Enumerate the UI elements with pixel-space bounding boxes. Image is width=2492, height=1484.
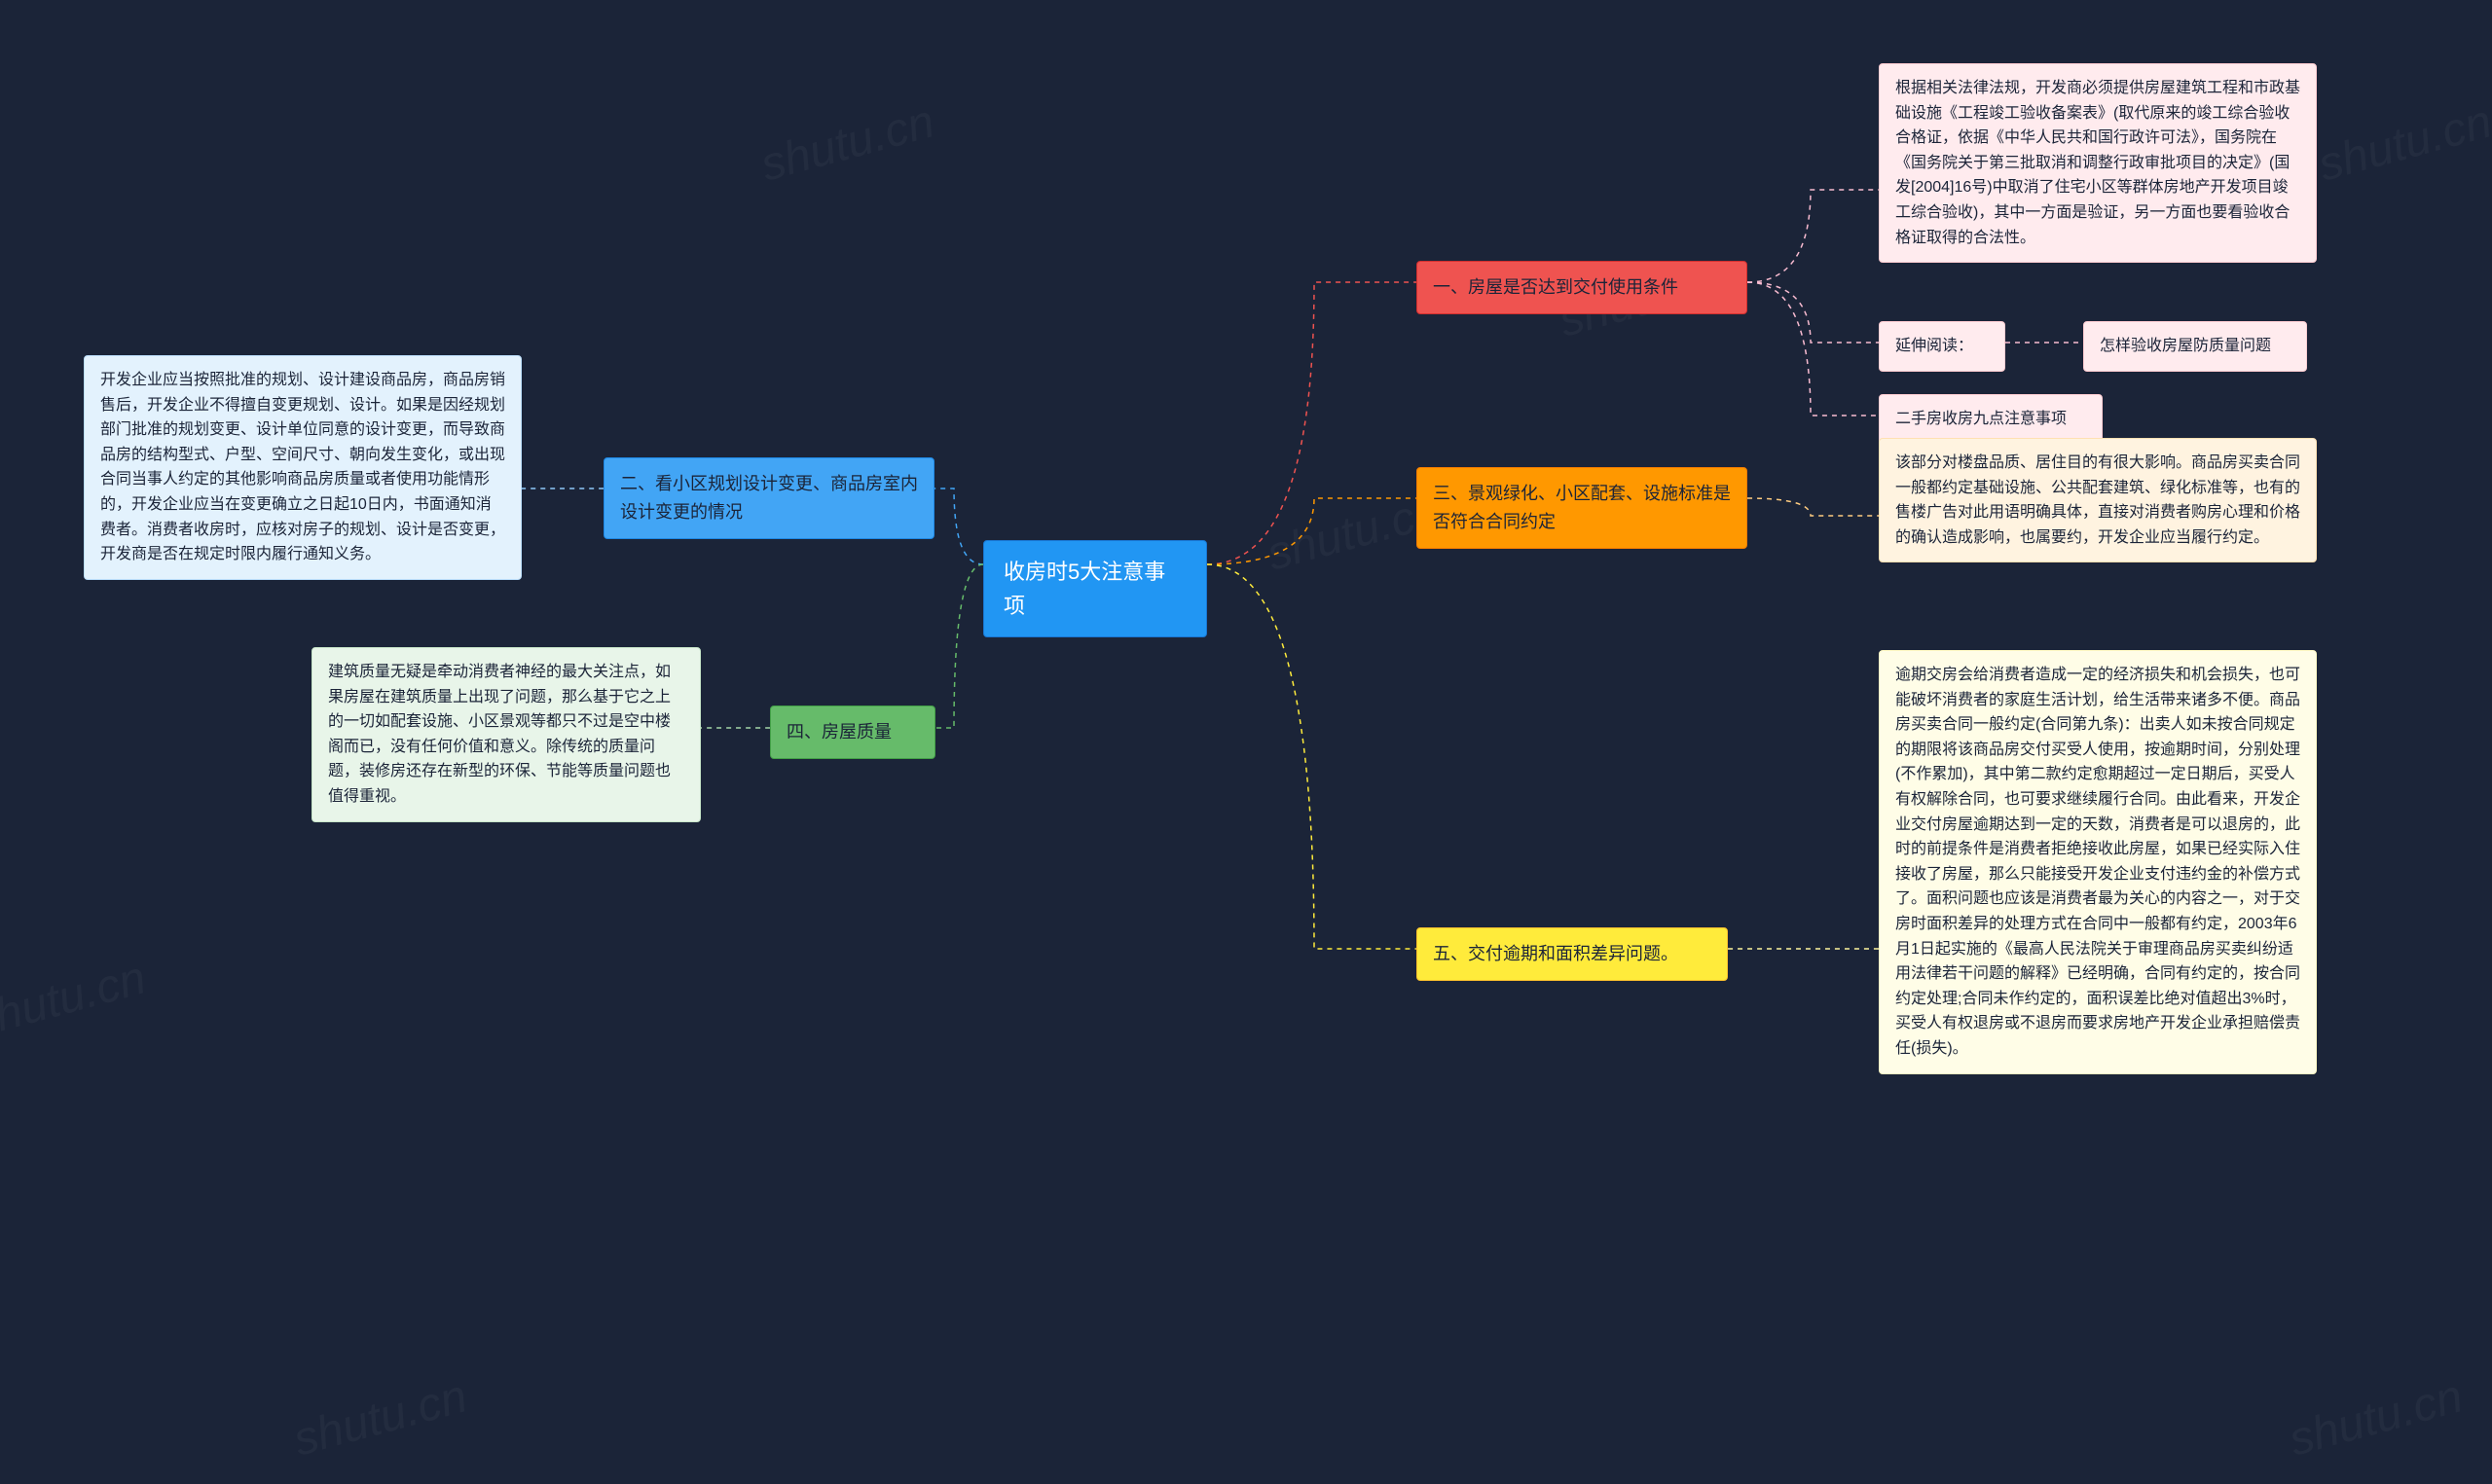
leaf-node-4a[interactable]: 建筑质量无疑是牵动消费者神经的最大关注点，如果房屋在建筑质量上出现了问题，那么基… bbox=[312, 647, 701, 822]
leaf-node-1a[interactable]: 根据相关法律法规，开发商必须提供房屋建筑工程和市政基础设施《工程竣工验收备案表》… bbox=[1879, 63, 2317, 263]
watermark: shutu.cn bbox=[2313, 94, 2492, 192]
watermark: shutu.cn bbox=[2284, 1369, 2469, 1466]
leaf-node-5a[interactable]: 逾期交房会给消费者造成一定的经济损失和机会损失，也可能破坏消费者的家庭生活计划，… bbox=[1879, 650, 2317, 1074]
branch-node-4[interactable]: 四、房屋质量 bbox=[770, 706, 935, 759]
branch-node-1[interactable]: 一、房屋是否达到交付使用条件 bbox=[1416, 261, 1747, 314]
leaf-node-1b-child[interactable]: 怎样验收房屋防质量问题 bbox=[2083, 321, 2307, 372]
branch-node-5[interactable]: 五、交付逾期和面积差异问题。 bbox=[1416, 927, 1728, 981]
leaf-node-3a[interactable]: 该部分对楼盘品质、居住目的有很大影响。商品房买卖合同一般都约定基础设施、公共配套… bbox=[1879, 438, 2317, 562]
watermark: shutu.cn bbox=[288, 1369, 473, 1466]
leaf-node-2a[interactable]: 开发企业应当按照批准的规划、设计建设商品房，商品房销售后，开发企业不得擅自变更规… bbox=[84, 355, 522, 580]
leaf-node-1b[interactable]: 延伸阅读： bbox=[1879, 321, 2005, 372]
leaf-node-1c[interactable]: 二手房收房九点注意事项 bbox=[1879, 394, 2103, 445]
watermark: shutu.cn bbox=[755, 94, 940, 192]
branch-node-3[interactable]: 三、景观绿化、小区配套、设施标准是否符合合同约定 bbox=[1416, 467, 1747, 549]
branch-node-2[interactable]: 二、看小区规划设计变更、商品房室内设计变更的情况 bbox=[604, 457, 934, 539]
center-node[interactable]: 收房时5大注意事项 bbox=[983, 540, 1207, 637]
watermark: shutu.cn bbox=[0, 951, 151, 1048]
